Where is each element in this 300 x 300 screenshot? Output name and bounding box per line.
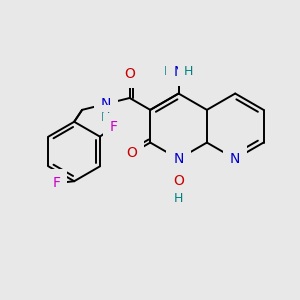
Text: H: H — [184, 65, 193, 78]
Text: N: N — [230, 152, 240, 166]
Text: H: H — [101, 111, 111, 124]
Text: H: H — [174, 192, 183, 205]
Text: O: O — [173, 174, 184, 188]
Text: N: N — [173, 152, 184, 166]
Text: F: F — [110, 120, 118, 134]
Text: O: O — [126, 146, 137, 161]
Text: O: O — [124, 67, 135, 81]
Text: H: H — [164, 65, 173, 78]
Text: N: N — [173, 65, 184, 79]
Text: F: F — [52, 176, 60, 190]
Text: N: N — [101, 97, 111, 111]
